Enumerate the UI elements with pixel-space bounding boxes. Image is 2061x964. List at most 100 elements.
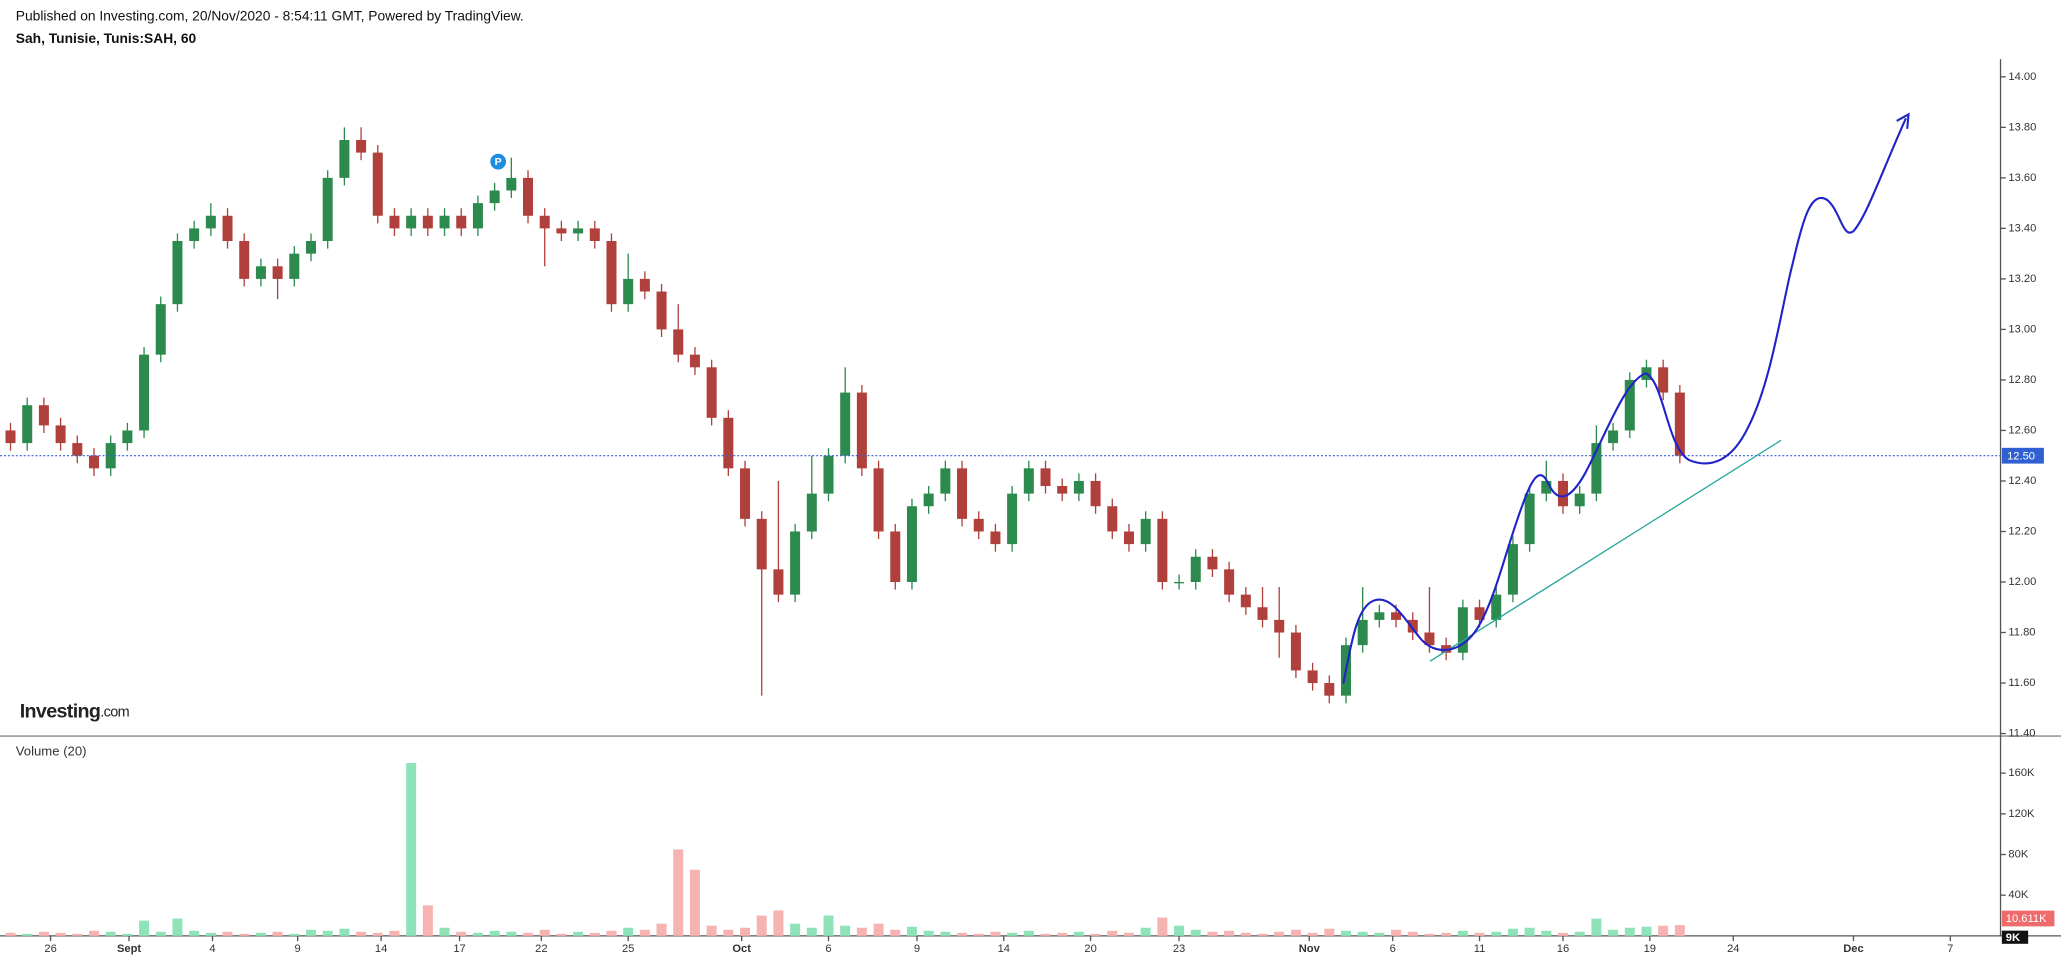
volume-bar — [1541, 930, 1552, 936]
candle-body — [673, 329, 684, 355]
volume-bar — [272, 931, 283, 936]
candle-body — [1507, 544, 1518, 595]
x-tick-label: 14 — [375, 943, 387, 955]
marker-badge — [490, 153, 507, 170]
volume-bar — [873, 923, 884, 936]
candle-body — [723, 417, 734, 469]
volume-bar — [1324, 928, 1335, 936]
volume-bar — [723, 929, 734, 936]
candle-body — [38, 405, 49, 426]
candle-body — [806, 493, 817, 532]
candle-body — [589, 228, 600, 242]
candle-body — [1457, 607, 1468, 653]
volume-bar — [1557, 932, 1569, 936]
volume-bar — [239, 933, 250, 936]
candle-body — [422, 215, 433, 229]
candle-body — [88, 455, 99, 469]
volume-bar — [1441, 932, 1452, 936]
candle-body — [1174, 582, 1185, 584]
watermark-brand: Investing — [20, 701, 101, 723]
volume-bar — [356, 931, 367, 936]
x-tick-label: 4 — [209, 943, 215, 955]
candle-body — [72, 443, 83, 456]
candle-body — [623, 278, 634, 305]
candle-body — [1123, 531, 1134, 545]
candle-body — [189, 228, 200, 242]
x-tick-label: 17 — [453, 943, 465, 955]
candle-body — [239, 241, 250, 279]
candle-body — [1407, 619, 1418, 633]
candle-body — [1157, 518, 1168, 583]
candle-body — [372, 152, 383, 216]
volume-bar — [1040, 933, 1051, 936]
x-tick-label: 20 — [1084, 943, 1096, 955]
ma-last-label: 9K — [2006, 932, 2020, 944]
candle-body — [990, 531, 1001, 545]
volume-bar — [1641, 926, 1652, 936]
volume-bar — [172, 918, 183, 936]
marker-label: P — [495, 156, 502, 168]
volume-bar — [422, 905, 433, 936]
volume-bar — [1073, 931, 1084, 936]
volume-bar — [823, 915, 834, 936]
volume-bar — [205, 932, 216, 936]
x-tick-label: 26 — [44, 943, 56, 955]
volume-bar — [756, 915, 767, 936]
volume-bar — [940, 931, 951, 936]
candle-body — [1608, 430, 1619, 444]
candle-body — [1474, 607, 1485, 620]
candle-body — [1424, 632, 1435, 646]
y-tick-label: 12.00 — [2008, 576, 2036, 588]
candle-body — [1023, 468, 1034, 494]
volume-bar — [1591, 918, 1602, 936]
candle-body — [1190, 556, 1201, 583]
candle-body — [289, 253, 300, 279]
candle-body — [1491, 594, 1502, 620]
x-tick-label: Dec — [1843, 943, 1863, 955]
volume-bar — [1391, 929, 1402, 936]
candle-body — [740, 468, 751, 519]
volume-bar — [973, 933, 984, 936]
volume-bar — [906, 926, 917, 936]
x-tick-label: 24 — [1727, 943, 1739, 955]
y-tick-label: 12.40 — [2008, 475, 2036, 487]
volume-bar — [957, 932, 968, 936]
last-price-box — [2001, 447, 2044, 464]
volume-bar — [1023, 930, 1034, 936]
x-tick-label: 14 — [998, 943, 1010, 955]
volume-bar — [1123, 932, 1134, 936]
volume-bar — [105, 931, 116, 936]
volume-bar — [155, 931, 166, 936]
candle-body — [55, 425, 66, 444]
candle-body — [656, 291, 667, 330]
volume-bar — [1207, 931, 1218, 936]
chart-title: Sah, Tunisie, Tunis:SAH, 60 — [16, 31, 197, 46]
candle-body — [406, 215, 417, 229]
candle-body — [1307, 670, 1318, 684]
volume-bar — [990, 931, 1001, 936]
y-tick-label: 13.40 — [2008, 222, 2036, 234]
candle-body — [773, 569, 784, 595]
volume-bar — [55, 932, 66, 936]
candle-body — [1257, 607, 1268, 620]
candle-body — [573, 228, 584, 234]
candle-body — [439, 215, 450, 229]
candle-body — [1274, 619, 1285, 633]
y-tick-label: 13.20 — [2008, 273, 2036, 285]
candle-body — [222, 215, 233, 242]
candle-body — [689, 354, 700, 368]
y-tick-label: 13.60 — [2008, 172, 2036, 184]
volume-bar — [506, 931, 517, 936]
candle-body — [356, 139, 367, 153]
volume-bar — [1374, 932, 1385, 936]
volume-bar — [222, 931, 233, 936]
x-tick-label: 6 — [825, 943, 831, 955]
candle-body — [940, 468, 951, 494]
volume-bar — [305, 929, 317, 936]
volume-bar — [372, 932, 383, 936]
candle-body — [1591, 443, 1602, 494]
volume-bar — [1674, 925, 1685, 936]
candle-body — [556, 228, 567, 234]
x-tick-label: 9 — [914, 943, 920, 955]
volume-bar — [1307, 932, 1318, 936]
